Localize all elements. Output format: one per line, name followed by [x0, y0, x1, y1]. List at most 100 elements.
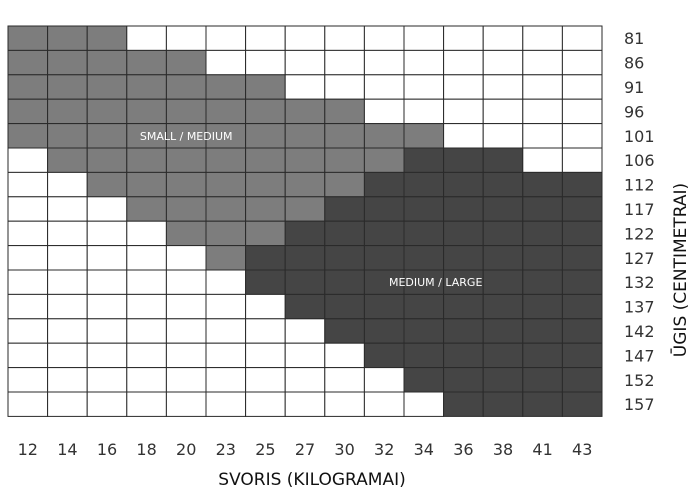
grid-cell: [443, 220, 484, 247]
grid-cell: [363, 220, 405, 247]
y-tick-label: 147: [624, 346, 655, 365]
grid-cell: [205, 74, 247, 100]
grid-cell: [522, 220, 563, 247]
grid-cell: [7, 269, 49, 295]
grid-cell: [7, 391, 49, 417]
grid-cell: [522, 245, 563, 271]
x-tick-label: 16: [97, 440, 117, 459]
x-tick-label: 23: [216, 440, 236, 459]
grid-cell: [443, 196, 484, 222]
grid-cell: [324, 391, 365, 417]
y-tick-label: 127: [624, 249, 655, 268]
grid-cell: [205, 98, 247, 125]
grid-cell: [47, 220, 88, 247]
grid-cell: [47, 123, 88, 149]
grid-cell: [7, 98, 49, 125]
grid-cell: [126, 196, 167, 222]
grid-cell: [284, 367, 326, 393]
x-tick-label: 27: [295, 440, 315, 459]
grid-cell: [284, 98, 326, 125]
y-axis-title: ŪGIS (CENTIMETRAI): [669, 183, 691, 357]
grid-cell: [443, 342, 484, 369]
grid-cell: [245, 367, 286, 393]
grid-cell: [363, 318, 405, 344]
grid-cell: [561, 171, 603, 198]
grid-cell: [363, 74, 405, 100]
x-tick-label: 25: [255, 440, 275, 459]
grid-cell: [443, 49, 484, 76]
grid-cell: [7, 367, 49, 393]
chart-grid: [7, 25, 603, 417]
grid-cell: [482, 220, 524, 247]
grid-cell: [86, 269, 128, 295]
grid-cell: [284, 245, 326, 271]
grid-cell: [324, 318, 365, 344]
grid-cell: [165, 98, 207, 125]
grid-cell: [245, 49, 286, 76]
grid-cell: [165, 342, 207, 369]
grid-cell: [7, 25, 49, 51]
grid-cell: [324, 25, 365, 51]
grid-cell: [482, 342, 524, 369]
grid-cell: [324, 220, 365, 247]
grid-cell: [165, 147, 207, 173]
x-tick-label: 41: [532, 440, 552, 459]
grid-cell: [205, 220, 247, 247]
grid-cell: [245, 25, 286, 51]
grid-cell: [482, 25, 524, 51]
grid-cell: [284, 391, 326, 417]
grid-cell: [47, 367, 88, 393]
grid-cell: [403, 171, 445, 198]
grid-cell: [522, 147, 563, 173]
grid-cell: [7, 196, 49, 222]
grid-cell: [86, 123, 128, 149]
grid-cell: [403, 49, 445, 76]
grid-cell: [245, 269, 286, 295]
grid-cell: [482, 147, 524, 173]
grid-cell: [482, 391, 524, 417]
x-tick-label: 18: [136, 440, 156, 459]
grid-cell: [482, 74, 524, 100]
grid-cell: [245, 318, 286, 344]
grid-cell: [126, 367, 167, 393]
grid-cell: [561, 147, 603, 173]
grid-cell: [205, 293, 247, 320]
grid-cell: [561, 196, 603, 222]
grid-cell: [86, 367, 128, 393]
grid-cell: [522, 269, 563, 295]
grid-cell: [522, 25, 563, 51]
grid-cell: [363, 98, 405, 125]
grid-cell: [403, 367, 445, 393]
x-axis-title: SVORIS (KILOGRAMAI): [218, 470, 405, 490]
grid-cell: [47, 196, 88, 222]
grid-cell: [522, 342, 563, 369]
grid-cell: [443, 367, 484, 393]
grid-cell: [522, 367, 563, 393]
grid-cell: [284, 74, 326, 100]
grid-cell: [7, 318, 49, 344]
grid-cell: [245, 391, 286, 417]
grid-cell: [443, 318, 484, 344]
grid-cell: [126, 391, 167, 417]
grid-cell: [205, 25, 247, 51]
grid-cell: [7, 293, 49, 320]
y-tick-label: 142: [624, 322, 655, 341]
grid-cell: [86, 342, 128, 369]
grid-cell: [403, 220, 445, 247]
grid-cell: [47, 318, 88, 344]
grid-cell: [284, 147, 326, 173]
grid-cell: [126, 318, 167, 344]
grid-cell: [522, 123, 563, 149]
grid-cell: [86, 245, 128, 271]
grid-cell: [403, 123, 445, 149]
grid-cell: [86, 220, 128, 247]
grid-cell: [126, 98, 167, 125]
grid-cell: [165, 245, 207, 271]
grid-cell: [403, 318, 445, 344]
grid-cell: [205, 367, 247, 393]
y-tick-label: 91: [624, 78, 644, 97]
grid-cell: [363, 25, 405, 51]
x-tick-label: 14: [57, 440, 77, 459]
grid-cell: [245, 342, 286, 369]
